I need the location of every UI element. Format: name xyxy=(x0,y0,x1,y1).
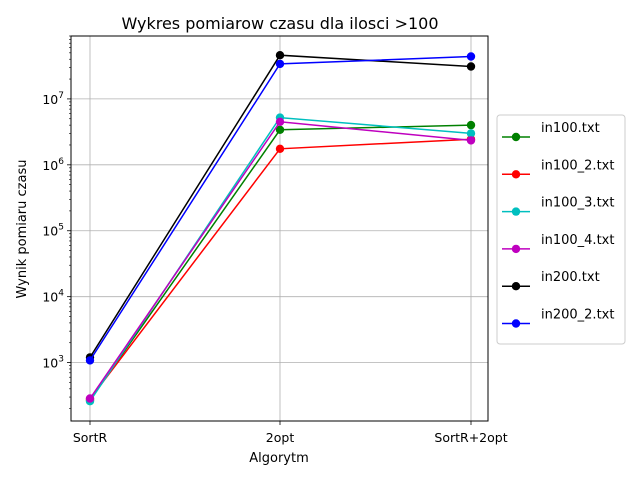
legend-label: in100_4.txt xyxy=(541,233,614,248)
legend-marker xyxy=(511,244,521,254)
legend-label: in100_2.txt xyxy=(541,158,614,173)
chart-title: Wykres pomiarow czasu dla ilosci >100 xyxy=(121,14,438,33)
data-point xyxy=(466,52,476,61)
x-axis-label: Algorytm xyxy=(249,451,309,466)
data-point xyxy=(85,356,95,365)
y-tick-label: 106 xyxy=(42,157,64,173)
grid xyxy=(71,36,488,421)
legend-label: in100.txt xyxy=(541,121,600,136)
data-point xyxy=(466,129,476,138)
x-tick-label: 2opt xyxy=(266,430,295,445)
plot-frame xyxy=(70,35,489,422)
legend: in100.txt in100_2.txt in100_3.txt in100_4.t… xyxy=(496,114,626,345)
data-point xyxy=(466,120,476,130)
series-line xyxy=(89,116,472,402)
data-point xyxy=(275,144,285,153)
series-line xyxy=(89,124,472,401)
legend-marker xyxy=(511,170,521,179)
y-tick-label: 107 xyxy=(42,91,64,107)
data-point xyxy=(85,394,95,403)
data-point xyxy=(466,136,476,145)
series-group xyxy=(85,51,476,406)
legend-marker xyxy=(511,319,521,328)
y-axis-label: Wynik pomiaru czasu xyxy=(15,160,30,299)
legend-label: in100_3.txt xyxy=(541,196,614,211)
data-point xyxy=(275,59,285,69)
y-axis: 103 104 105 106 107 xyxy=(42,35,71,409)
y-tick-label: 104 xyxy=(42,289,64,305)
series-line xyxy=(89,121,472,399)
y-tick-label: 103 xyxy=(42,355,64,371)
legend-marker xyxy=(511,282,521,291)
data-point xyxy=(466,62,476,71)
legend-label: in200.txt xyxy=(541,270,600,285)
legend-marker xyxy=(511,207,521,216)
data-point xyxy=(275,51,285,60)
series-line xyxy=(89,138,472,400)
legend-label: in200_2.txt xyxy=(541,308,614,323)
x-tick-label: SortR+2opt xyxy=(434,430,507,445)
data-point xyxy=(275,125,285,134)
series-line xyxy=(89,54,472,358)
y-tick-label: 105 xyxy=(42,223,64,239)
x-tick-label: SortR xyxy=(73,430,108,445)
legend-marker xyxy=(511,132,521,142)
data-point xyxy=(275,117,285,127)
x-axis: SortR 2opt SortR+2opt xyxy=(73,421,508,445)
